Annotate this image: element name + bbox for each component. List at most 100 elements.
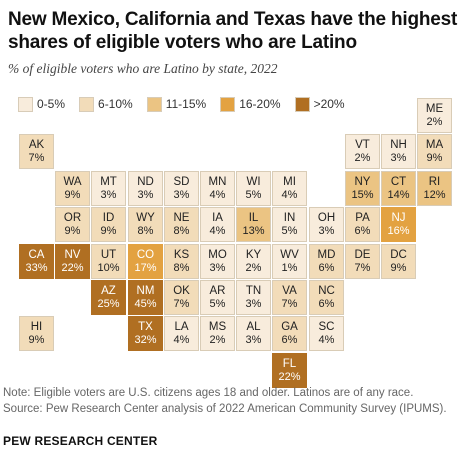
state-value: 8% xyxy=(173,261,190,274)
state-abbr: FL xyxy=(282,357,297,370)
state-tile-ks: KS 8% xyxy=(164,244,199,279)
state-tile-mi: MI 4% xyxy=(272,171,307,206)
state-abbr: AR xyxy=(209,284,226,297)
state-abbr: IN xyxy=(283,211,296,224)
chart-note: Note: Eligible voters are U.S. citizens … xyxy=(3,385,471,417)
state-value: 7% xyxy=(173,297,190,310)
state-abbr: NJ xyxy=(391,211,406,224)
state-tile-ga: GA 6% xyxy=(272,316,307,351)
state-tile-il: IL 13% xyxy=(236,207,271,242)
legend-item-6-10: 6-10% xyxy=(79,96,133,112)
state-abbr: NH xyxy=(390,138,407,151)
state-value: 9% xyxy=(64,224,81,237)
legend-label: >20% xyxy=(313,97,345,111)
state-tile-nm: NM 45% xyxy=(128,280,163,315)
state-value: 3% xyxy=(390,151,407,164)
state-tile-nj: NJ 16% xyxy=(381,207,416,242)
state-abbr: MS xyxy=(208,320,227,333)
state-tile-co: CO 17% xyxy=(128,244,163,279)
brand-logo-text: PEW RESEARCH CENTER xyxy=(3,434,158,448)
legend-item-0-5: 0-5% xyxy=(18,96,66,112)
state-value: 6% xyxy=(354,224,371,237)
legend-item-11-15: 11-15% xyxy=(146,96,207,112)
state-abbr: CO xyxy=(136,248,155,261)
state-tile-md: MD 6% xyxy=(309,244,344,279)
legend-label: 11-15% xyxy=(165,97,207,111)
state-tile-nd: ND 3% xyxy=(128,171,163,206)
state-abbr: WI xyxy=(246,175,261,188)
state-abbr: NC xyxy=(318,284,335,297)
state-abbr: OR xyxy=(63,211,82,224)
note-text: Note: Eligible voters are U.S. citizens … xyxy=(3,387,414,399)
state-tile-wy: WY 8% xyxy=(128,207,163,242)
state-abbr: WA xyxy=(63,175,82,188)
legend-swatch xyxy=(220,96,236,112)
state-value: 8% xyxy=(173,224,190,237)
state-tile-id: ID 9% xyxy=(91,207,126,242)
state-abbr: AL xyxy=(246,320,261,333)
legend-label: 16-20% xyxy=(239,97,281,111)
state-abbr: RI xyxy=(428,175,441,188)
chart-subtitle: % of eligible voters who are Latino by s… xyxy=(8,61,278,76)
state-abbr: OH xyxy=(317,211,336,224)
legend-item-over-20: >20% xyxy=(294,96,345,112)
state-value: 7% xyxy=(281,297,298,310)
state-value: 3% xyxy=(245,333,262,346)
legend-item-16-20: 16-20% xyxy=(220,96,281,112)
state-tile-hi: HI 9% xyxy=(19,316,54,351)
state-value: 3% xyxy=(137,188,154,201)
state-abbr: AZ xyxy=(101,284,116,297)
state-abbr: SD xyxy=(173,175,190,188)
state-tile-ak: AK 7% xyxy=(19,134,54,169)
state-value: 22% xyxy=(61,261,84,274)
state-tile-wa: WA 9% xyxy=(55,171,90,206)
state-abbr: WV xyxy=(280,248,299,261)
state-abbr: VT xyxy=(355,138,370,151)
state-tile-oh: OH 3% xyxy=(309,207,344,242)
state-value: 3% xyxy=(173,188,190,201)
legend: 0-5% 6-10% 11-15% 16-20% >20% xyxy=(18,96,359,112)
legend-swatch xyxy=(294,96,310,112)
state-value: 13% xyxy=(242,224,265,237)
state-abbr: NM xyxy=(136,284,155,297)
state-value: 6% xyxy=(318,261,335,274)
state-abbr: NV xyxy=(64,248,81,261)
state-value: 14% xyxy=(387,188,410,201)
state-abbr: AK xyxy=(28,138,45,151)
state-abbr: PA xyxy=(355,211,370,224)
state-abbr: DC xyxy=(390,248,407,261)
legend-swatch xyxy=(18,96,33,112)
state-abbr: KY xyxy=(245,248,262,261)
legend-label: 0-5% xyxy=(37,97,66,111)
state-value: 2% xyxy=(426,115,443,128)
state-value: 4% xyxy=(209,188,226,201)
state-abbr: VA xyxy=(282,284,297,297)
state-value: 25% xyxy=(97,297,120,310)
state-abbr: MN xyxy=(208,175,227,188)
state-tile-ia: IA 4% xyxy=(200,207,235,242)
state-value: 7% xyxy=(28,151,45,164)
state-tile-nh: NH 3% xyxy=(381,134,416,169)
state-tile-la: LA 4% xyxy=(164,316,199,351)
source-text: Source: Pew Research Center analysis of … xyxy=(3,403,447,415)
state-abbr: ND xyxy=(137,175,154,188)
state-abbr: NE xyxy=(173,211,190,224)
state-value: 2% xyxy=(209,333,226,346)
state-tile-ok: OK 7% xyxy=(164,280,199,315)
state-tile-ar: AR 5% xyxy=(200,280,235,315)
state-value: 45% xyxy=(134,297,157,310)
state-abbr: HI xyxy=(30,320,43,333)
state-abbr: MD xyxy=(317,248,336,261)
state-value: 5% xyxy=(245,188,262,201)
state-abbr: KS xyxy=(173,248,190,261)
state-value: 9% xyxy=(64,188,81,201)
state-abbr: MI xyxy=(283,175,296,188)
state-abbr: SC xyxy=(318,320,335,333)
state-value: 12% xyxy=(423,188,446,201)
state-value: 16% xyxy=(387,224,410,237)
state-tile-sd: SD 3% xyxy=(164,171,199,206)
state-tile-sc: SC 4% xyxy=(309,316,344,351)
state-value: 3% xyxy=(318,224,335,237)
state-abbr: ID xyxy=(102,211,115,224)
state-tile-de: DE 7% xyxy=(345,244,380,279)
